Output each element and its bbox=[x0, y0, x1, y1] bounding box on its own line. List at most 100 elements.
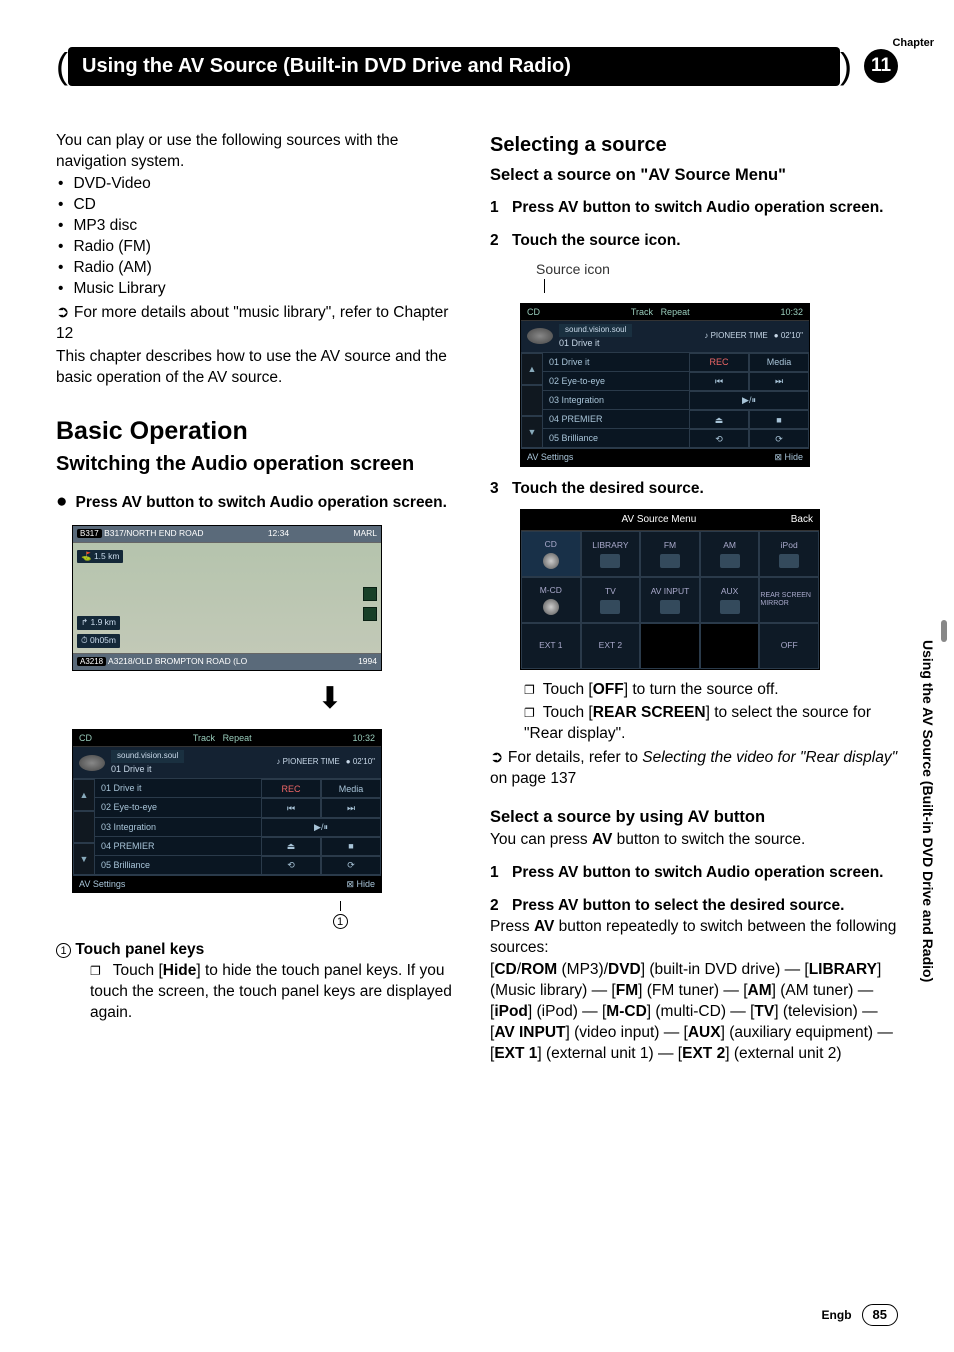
hd2: 01 Drive it bbox=[111, 763, 184, 775]
av-header-right: ♪ PIONEER TIME ● 02'10" bbox=[276, 757, 375, 768]
list-item: Music Library bbox=[56, 279, 464, 300]
src-tv: TV bbox=[581, 577, 641, 623]
step-press-av: ●Press AV button to switch Audio operati… bbox=[56, 489, 464, 515]
p-repeat: Press AV button repeatedly to switch bet… bbox=[490, 917, 898, 959]
nav-map: ⛳ 1.5 km ↱ 1.9 km ⏱ 0h05m bbox=[73, 542, 381, 654]
scroll-down-icon: ▼ bbox=[73, 843, 95, 875]
src-cd: CD bbox=[521, 531, 581, 577]
footer-lang: Engb bbox=[822, 1307, 852, 1323]
src-grid: CD LIBRARY FM AM iPod M-CD TV AV INPUT A… bbox=[521, 531, 819, 669]
disc-icon bbox=[527, 328, 553, 344]
nav-top-road: B317/NORTH END ROAD bbox=[104, 528, 204, 538]
src-empty bbox=[700, 623, 760, 669]
down-arrow-icon: ⬇ bbox=[196, 679, 464, 720]
nav-bottom-road: A3218/OLD BROMPTON ROAD (LO bbox=[108, 656, 247, 666]
ref-arrow-icon: ➲ bbox=[490, 749, 508, 766]
list-item: MP3 disc bbox=[56, 216, 464, 237]
av-top-cd: CD bbox=[79, 732, 92, 744]
nav-bottom-right: 1994 bbox=[358, 656, 377, 668]
ref-text: For more details about "music library", … bbox=[56, 304, 448, 342]
switching-audio-heading: Switching the Audio operation screen bbox=[56, 452, 464, 477]
chapter-desc: This chapter describes how to use the AV… bbox=[56, 347, 464, 389]
nav-top-bar: B317 B317/NORTH END ROAD 12:34 MARL bbox=[73, 526, 381, 542]
av-settings-label: AV Settings bbox=[79, 878, 125, 890]
nav-time: ⏱ 0h05m bbox=[77, 634, 120, 647]
ref-arrow-icon: ➲ bbox=[56, 304, 74, 321]
zoom-in-icon bbox=[363, 587, 377, 601]
basic-operation-heading: Basic Operation bbox=[56, 415, 464, 449]
callout-1-num-inline: 1 bbox=[56, 943, 71, 958]
src-mcd: M-CD bbox=[521, 577, 581, 623]
selecting-source-heading: Selecting a source bbox=[490, 133, 898, 158]
src-rear: REAR SCREEN MIRROR bbox=[759, 577, 819, 623]
side-tab: Using the AV Source (Built-in DVD Drive … bbox=[917, 640, 938, 982]
track-row: 02 Eye-to-eye bbox=[95, 798, 261, 817]
ref2b: Selecting the video for "Rear display" bbox=[642, 749, 897, 766]
paren-left: ( bbox=[56, 42, 68, 91]
source-notes: Touch [OFF] to turn the source off. Touc… bbox=[490, 680, 898, 745]
track-row: 01 Drive it bbox=[95, 779, 261, 798]
music-lib-ref: ➲ For more details about "music library"… bbox=[56, 302, 464, 345]
source-icon-label: Source icon bbox=[536, 260, 898, 279]
av-scroll-left: ▲ ▼ bbox=[73, 779, 95, 875]
nav-top-time: 12:34 bbox=[268, 528, 289, 540]
page-header: Chapter ( Using the AV Source (Built-in … bbox=[56, 42, 898, 91]
side-tab-accent bbox=[941, 620, 947, 642]
list-item: Radio (FM) bbox=[56, 237, 464, 258]
step-1-text: Press AV button to switch Audio operatio… bbox=[512, 199, 883, 216]
list-item: Radio (AM) bbox=[56, 258, 464, 279]
ref2a: For details, refer to bbox=[508, 749, 642, 766]
page-footer: Engb 85 bbox=[822, 1304, 898, 1326]
touch-panel-heading: Touch panel keys bbox=[75, 941, 204, 958]
eject-icon: ⏏ bbox=[261, 837, 321, 856]
scroll-bar bbox=[73, 811, 95, 843]
touch-panel-body: Touch [Hide] to hide the touch panel key… bbox=[90, 961, 464, 1024]
av-top-bar: CD Track Repeat 10:32 bbox=[73, 730, 381, 747]
av-controls: REC Media ⏮ ⏭ ▶/⏸ ⏏ ■ ⟲ ⟳ bbox=[261, 779, 381, 875]
select-by-av-heading: Select a source by using AV button bbox=[490, 806, 898, 828]
src-ext2: EXT 2 bbox=[581, 623, 641, 669]
zoom-out-icon bbox=[363, 607, 377, 621]
src-menu-title: AV Source Menu bbox=[621, 513, 696, 527]
content-columns: You can play or use the following source… bbox=[56, 131, 898, 1067]
step-dot-icon: ● bbox=[56, 491, 75, 512]
av-source-menu-screenshot: AV Source Menu Back CD LIBRARY FM AM iPo… bbox=[520, 509, 820, 670]
hide-label: ⊠ Hide bbox=[346, 878, 375, 890]
src-menu-title-bar: AV Source Menu Back bbox=[521, 510, 819, 531]
nav-tag: A3218 bbox=[77, 657, 106, 666]
scroll-up-icon: ▲ bbox=[73, 779, 95, 811]
callout-1-num: 1 bbox=[333, 914, 348, 929]
paren-right: ) bbox=[840, 42, 852, 91]
list-item: DVD-Video bbox=[56, 174, 464, 195]
av-footer: AV Settings ⊠ Hide bbox=[73, 875, 381, 892]
step-1b: 1Press AV button to switch Audio operati… bbox=[490, 863, 898, 884]
intro-text: You can play or use the following source… bbox=[56, 131, 464, 173]
right-column: Selecting a source Select a source on "A… bbox=[490, 131, 898, 1067]
step-3: 3Touch the desired source. bbox=[490, 479, 898, 500]
rec-button: REC bbox=[261, 779, 321, 798]
step-2: 2Touch the source icon. bbox=[490, 231, 898, 252]
track-row: 05 Brilliance bbox=[95, 856, 261, 875]
src-empty bbox=[640, 623, 700, 669]
p-avpress: You can press AV button to switch the so… bbox=[490, 830, 898, 851]
touch-panel-keys-head: 1 Touch panel keys bbox=[56, 940, 464, 961]
step-1: 1Press AV button to switch Audio operati… bbox=[490, 198, 898, 219]
av-track-list: 01 Drive it 02 Eye-to-eye 03 Integration… bbox=[95, 779, 261, 875]
svs-label: sound.vision.soul bbox=[111, 750, 184, 763]
av-header: sound.vision.soul 01 Drive it ♪ PIONEER … bbox=[73, 747, 381, 779]
src-library: LIBRARY bbox=[581, 531, 641, 577]
stop-icon: ■ bbox=[321, 837, 381, 856]
ref-rear-display: ➲ For details, refer to Selecting the vi… bbox=[490, 747, 898, 790]
nav-tag: B317 bbox=[77, 529, 102, 538]
touch-panel-sublist: Touch [Hide] to hide the touch panel key… bbox=[56, 961, 464, 1024]
ctrl-icon: ⟲ bbox=[261, 856, 321, 875]
nav-dist-b: ↱ 1.9 km bbox=[77, 616, 120, 629]
av-top-repeat: Repeat bbox=[223, 733, 252, 743]
list-item: CD bbox=[56, 195, 464, 216]
left-column: You can play or use the following source… bbox=[56, 131, 464, 1067]
src-aux: AUX bbox=[700, 577, 760, 623]
av-body: ▲ ▼ 01 Drive it 02 Eye-to-eye 03 Integra… bbox=[73, 779, 381, 875]
back-label: Back bbox=[791, 513, 813, 527]
src-am: AM bbox=[700, 531, 760, 577]
src-off: OFF bbox=[759, 623, 819, 669]
